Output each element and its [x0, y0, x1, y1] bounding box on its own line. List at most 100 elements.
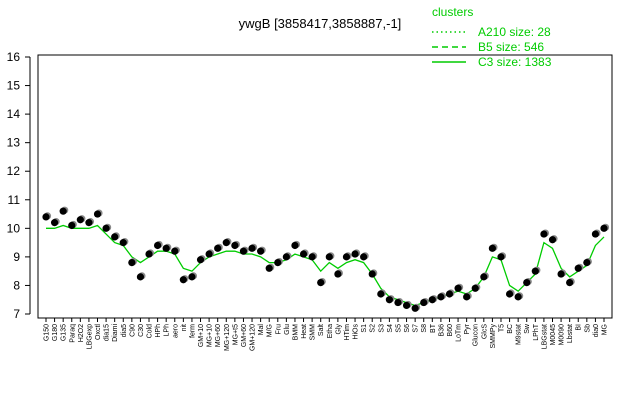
x-tick-label: S3 — [378, 324, 385, 333]
x-tick-label: aero — [172, 324, 179, 338]
x-tick-label: HTim — [344, 324, 351, 341]
x-tick-label: S7 — [413, 324, 420, 333]
data-point — [50, 219, 59, 227]
x-tick-label: LBGstat — [541, 324, 548, 349]
data-point — [557, 270, 565, 278]
data-point — [445, 290, 454, 298]
data-point — [454, 284, 462, 292]
y-tick-label: 15 — [7, 79, 21, 93]
data-point — [265, 264, 273, 272]
x-tick-label: MG+t5 — [232, 324, 239, 345]
x-tick-label: dia0 — [593, 324, 600, 337]
x-tick-label: MG+10 — [207, 324, 214, 347]
x-tick-label: Salt — [318, 324, 325, 336]
data-point — [102, 224, 110, 232]
x-tick-label: LoTm — [456, 324, 463, 342]
chart-title: ywgB [3858417,3858887,-1] — [239, 16, 402, 31]
legend-label: B5 size: 546 — [478, 40, 544, 54]
x-tick-label: S1 — [361, 324, 368, 333]
data-point — [325, 253, 333, 261]
x-tick-label: Sw — [524, 323, 531, 334]
data-point — [93, 210, 102, 218]
data-point — [463, 293, 471, 301]
data-point — [497, 253, 505, 261]
x-tick-label: S2 — [370, 324, 377, 333]
data-point — [196, 256, 205, 264]
data-point — [488, 244, 496, 252]
data-point — [428, 296, 436, 304]
data-point — [505, 290, 514, 298]
x-tick-label: BT — [430, 323, 437, 333]
data-point — [574, 264, 582, 272]
x-tick-label: G150 — [44, 324, 51, 341]
y-tick-label: 9 — [13, 250, 20, 264]
x-tick-label: M9stat — [516, 324, 523, 345]
x-tick-label: Glu — [284, 324, 291, 335]
data-point — [437, 293, 445, 301]
x-tick-label: MG+60 — [215, 324, 222, 347]
x-tick-label: M0090 — [559, 324, 566, 346]
x-tick-label: Diami — [112, 324, 119, 342]
data-point — [239, 247, 248, 255]
x-tick-label: dia5 — [121, 324, 128, 337]
data-point — [420, 298, 428, 307]
data-point — [531, 267, 539, 275]
x-tick-label: GM+10 — [198, 324, 205, 347]
data-point — [480, 273, 488, 281]
data-point — [76, 216, 84, 224]
x-tick-label: S8 — [421, 324, 428, 333]
data-point — [317, 278, 325, 287]
y-tick-label: 14 — [7, 107, 21, 121]
x-tick-label: S5 — [395, 324, 402, 333]
data-point — [351, 250, 359, 258]
data-point — [154, 241, 162, 250]
x-tick-label: nit — [181, 324, 188, 331]
data-point — [222, 239, 230, 247]
x-tick-label: H2O2 — [78, 324, 85, 342]
data-point — [179, 276, 187, 284]
x-tick-label: BI — [576, 324, 583, 331]
x-tick-label: S6 — [404, 324, 411, 333]
data-point — [385, 296, 393, 304]
x-tick-label: Sb — [584, 324, 591, 333]
data-point — [68, 221, 76, 230]
data-point — [540, 230, 548, 238]
x-tick-label: T5 — [498, 324, 505, 332]
x-tick-label: LPhT — [533, 323, 540, 340]
data-point — [360, 253, 368, 261]
cluster-line — [46, 224, 605, 307]
x-tick-label: SMM — [310, 324, 317, 341]
x-tick-label: G180 — [52, 324, 59, 341]
x-tick-label: BC — [507, 324, 514, 334]
data-point — [566, 278, 574, 287]
data-point — [471, 284, 479, 292]
data-point — [299, 250, 308, 258]
x-tick-label: M0045 — [550, 324, 557, 346]
x-tick-label: LPh — [164, 324, 171, 337]
data-point — [583, 259, 591, 267]
data-point — [42, 213, 50, 221]
x-tick-label: Etha — [327, 324, 334, 339]
x-tick-label: GM+120 — [250, 324, 257, 351]
data-point — [402, 301, 411, 310]
y-tick-label: 10 — [7, 221, 21, 235]
x-tick-label: SMMPy — [490, 324, 497, 349]
x-tick-label: Cold — [147, 324, 154, 339]
data-point — [248, 244, 256, 252]
data-point — [119, 239, 127, 247]
x-tick-label: Mal — [258, 324, 265, 336]
data-point — [308, 253, 316, 261]
x-tick-label: Gly — [335, 324, 342, 335]
x-tick-label: Pyr — [464, 323, 471, 334]
x-tick-label: dia15 — [104, 324, 111, 341]
data-point — [188, 273, 196, 281]
plot-frame — [37, 54, 613, 319]
x-tick-label: Oxctl — [95, 324, 102, 340]
data-point — [591, 230, 600, 238]
data-point — [257, 247, 265, 255]
x-tick-label: Lbstat — [567, 324, 574, 343]
data-point — [342, 253, 351, 261]
data-point — [59, 207, 67, 215]
data-point — [205, 250, 213, 258]
y-tick-label: 8 — [13, 278, 20, 292]
